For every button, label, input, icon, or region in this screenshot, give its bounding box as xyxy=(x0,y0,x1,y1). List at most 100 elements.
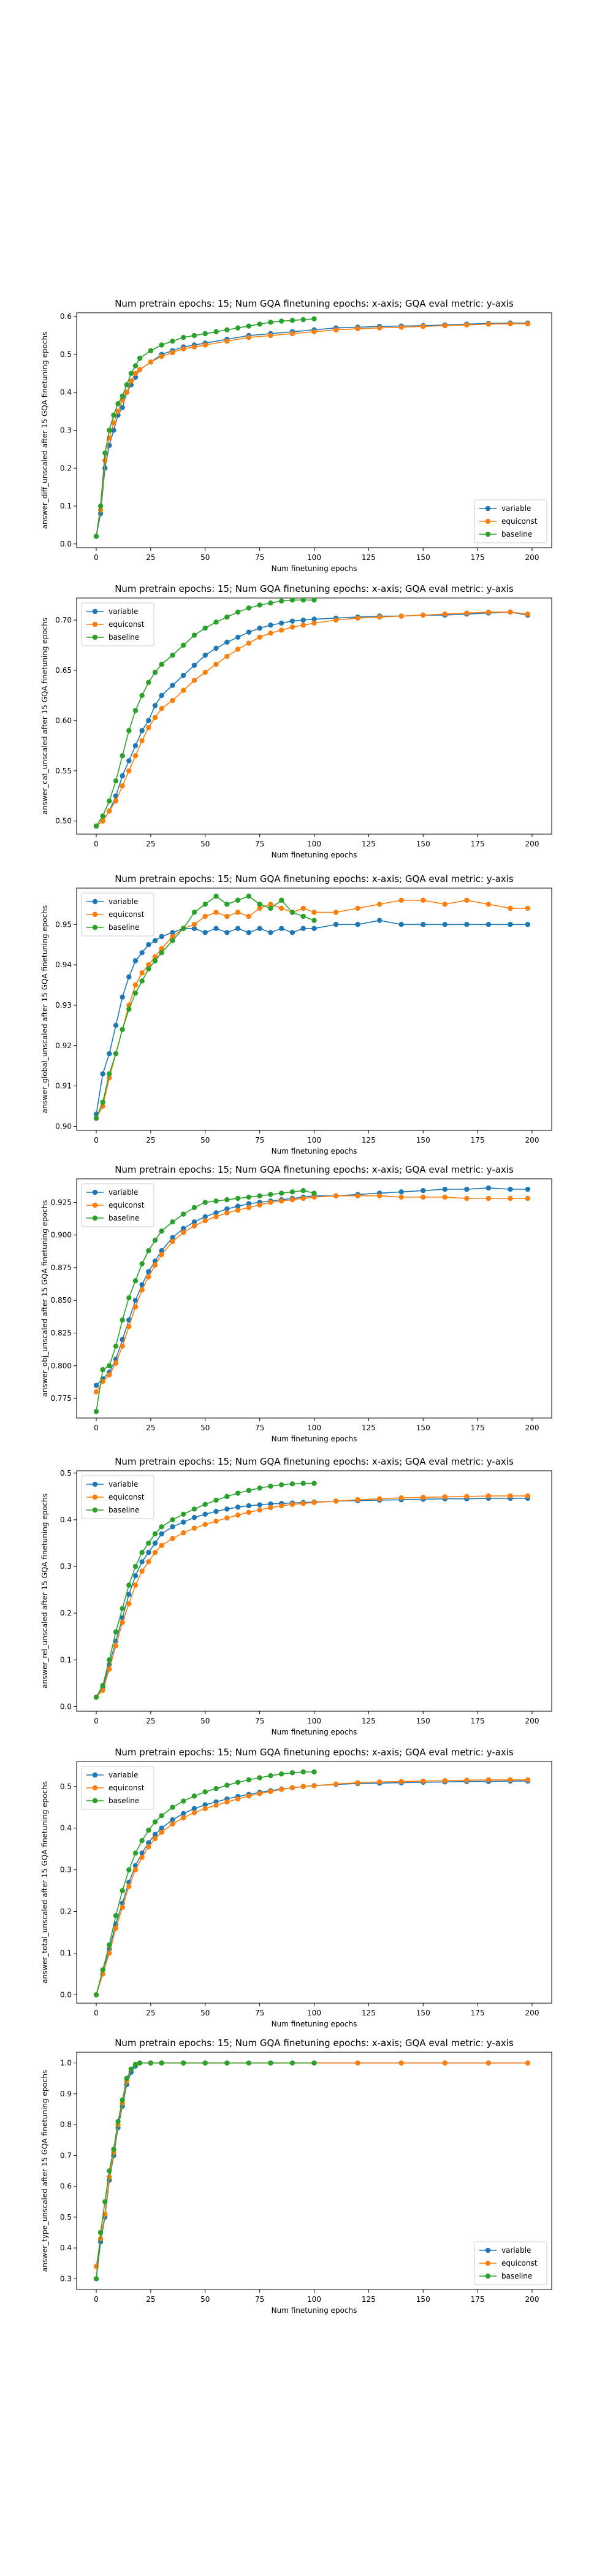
data-point-variable xyxy=(333,922,339,927)
data-point-variable xyxy=(170,1524,175,1530)
data-point-variable xyxy=(525,922,531,927)
data-point-equiconst xyxy=(107,2174,112,2180)
data-point-equiconst xyxy=(355,905,360,911)
data-point-baseline xyxy=(139,1838,145,1844)
data-point-baseline xyxy=(170,653,175,658)
data-point-variable xyxy=(278,620,284,626)
data-point-equiconst xyxy=(333,617,339,623)
data-point-equiconst xyxy=(126,1601,132,1607)
data-point-baseline xyxy=(100,1967,105,1972)
data-point-equiconst xyxy=(442,323,448,329)
x-tick-label: 25 xyxy=(146,553,155,562)
data-point-baseline xyxy=(102,2199,108,2204)
y-tick-label: 0.5 xyxy=(60,1782,72,1791)
data-point-baseline xyxy=(311,1190,317,1196)
data-point-equiconst xyxy=(485,902,492,907)
data-point-variable xyxy=(132,1573,139,1579)
data-point-baseline xyxy=(132,990,139,996)
data-point-equiconst xyxy=(139,970,145,976)
series-baseline xyxy=(93,1187,317,1414)
data-point-equiconst xyxy=(139,738,145,743)
legend-marker-equiconst xyxy=(485,2260,491,2266)
legend: variable equiconst baseline xyxy=(81,892,154,937)
data-point-equiconst xyxy=(464,1195,470,1202)
y-tick-label: 0.1 xyxy=(60,1655,72,1664)
data-point-baseline xyxy=(115,401,121,407)
data-point-equiconst xyxy=(525,2060,531,2066)
legend: variable equiconst baseline xyxy=(81,1475,154,1519)
data-point-variable xyxy=(464,1186,470,1192)
x-tick-label: 175 xyxy=(471,1136,485,1144)
y-tick-label: 0.6 xyxy=(60,312,72,321)
y-tick-label: 0.825 xyxy=(51,1328,72,1337)
data-point-equiconst xyxy=(508,1493,513,1499)
data-point-equiconst xyxy=(213,1519,219,1524)
data-point-baseline xyxy=(257,1775,262,1781)
data-point-variable xyxy=(120,994,125,1000)
data-point-equiconst xyxy=(100,818,105,824)
data-point-baseline xyxy=(311,1481,317,1486)
data-point-baseline xyxy=(289,597,295,603)
data-point-equiconst xyxy=(268,1200,273,1205)
y-tick-label: 0.775 xyxy=(51,1394,72,1403)
x-tick-label: 200 xyxy=(525,1717,539,1725)
data-point-equiconst xyxy=(202,1522,208,1527)
x-tick-label: 25 xyxy=(146,840,155,848)
legend-marker-baseline xyxy=(92,1215,98,1221)
data-point-baseline xyxy=(139,692,145,699)
legend-marker-equiconst xyxy=(485,518,491,524)
x-tick-label: 50 xyxy=(200,1717,210,1725)
data-point-variable xyxy=(268,1501,273,1507)
data-point-baseline xyxy=(289,1770,295,1776)
data-point-equiconst xyxy=(152,1550,158,1555)
x-tick-label: 25 xyxy=(146,1717,155,1725)
data-point-equiconst xyxy=(464,1493,470,1500)
data-point-baseline xyxy=(120,2097,125,2103)
data-point-equiconst xyxy=(159,353,164,359)
data-point-baseline xyxy=(93,2276,99,2282)
data-point-baseline xyxy=(132,363,139,369)
legend-box xyxy=(474,2241,547,2285)
data-point-equiconst xyxy=(376,902,383,907)
y-tick-label: 0.0 xyxy=(60,540,72,548)
data-point-baseline xyxy=(120,753,125,759)
data-point-baseline xyxy=(126,728,132,734)
y-axis-label: answer_diff_unscaled after 15 GQA finetu… xyxy=(40,332,49,529)
x-tick-label: 75 xyxy=(255,2009,264,2017)
legend: variable equiconst baseline xyxy=(81,1766,154,1810)
legend-marker-equiconst xyxy=(92,1202,98,1208)
data-point-baseline xyxy=(246,1194,252,1200)
data-point-baseline xyxy=(132,1278,139,1284)
data-point-baseline xyxy=(311,597,317,603)
data-point-baseline xyxy=(246,893,252,899)
x-tick-label: 75 xyxy=(255,1424,264,1432)
legend-marker-baseline xyxy=(92,1507,98,1513)
data-point-equiconst xyxy=(113,1925,119,1931)
chart-title: Num pretrain epochs: 15; Num GQA finetun… xyxy=(115,298,514,309)
data-point-variable xyxy=(224,930,230,935)
x-tick-label: 150 xyxy=(416,1136,430,1144)
data-point-baseline xyxy=(191,1205,197,1211)
data-point-equiconst xyxy=(132,1582,139,1588)
data-point-variable xyxy=(113,1022,119,1029)
data-point-variable xyxy=(146,941,151,948)
x-tick-label: 50 xyxy=(200,2009,210,2017)
data-point-equiconst xyxy=(126,1884,132,1889)
data-point-equiconst xyxy=(224,913,230,919)
data-point-baseline xyxy=(146,1248,151,1254)
x-tick-label: 200 xyxy=(525,1136,539,1144)
data-point-equiconst xyxy=(152,1262,158,1268)
data-point-baseline xyxy=(107,1942,112,1948)
x-tick-label: 0 xyxy=(94,2009,99,2017)
data-point-baseline xyxy=(268,600,273,606)
data-point-equiconst xyxy=(398,1495,404,1501)
data-point-equiconst xyxy=(398,324,404,330)
data-point-baseline xyxy=(132,1850,139,1856)
data-point-variable xyxy=(202,653,208,658)
legend-box xyxy=(81,1475,154,1519)
data-point-variable xyxy=(170,683,175,688)
data-point-variable xyxy=(213,926,219,932)
data-point-variable xyxy=(268,930,273,935)
y-tick-label: 0.2 xyxy=(60,1907,72,1916)
chart-title: Num pretrain epochs: 15; Num GQA finetun… xyxy=(115,1747,514,1758)
